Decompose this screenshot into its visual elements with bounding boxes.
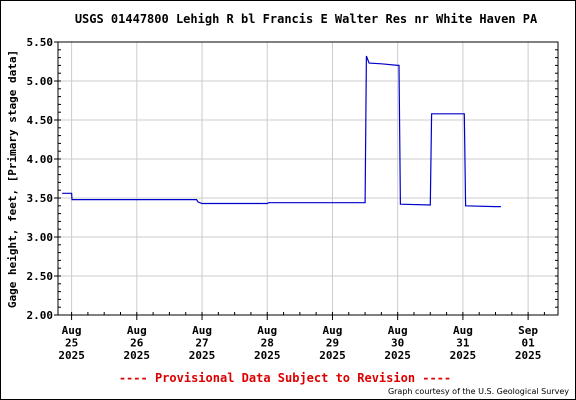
x-tick-label-day: 28 bbox=[261, 337, 274, 350]
x-tick-label-month: Aug bbox=[127, 324, 147, 337]
y-tick-label: 4.50 bbox=[27, 114, 54, 127]
y-tick-label: 2.00 bbox=[27, 309, 54, 322]
y-tick-label: 3.00 bbox=[27, 231, 54, 244]
x-tick-label-year: 2025 bbox=[384, 349, 411, 362]
x-tick-label-month: Sep bbox=[518, 324, 538, 337]
x-tick-label-day: 01 bbox=[521, 337, 535, 350]
x-tick-label-month: Aug bbox=[192, 324, 212, 337]
grid-lines bbox=[58, 41, 558, 316]
y-axis-ticks: 2.00 2.50 3.00 3.50 4.00 4.50 5.00 5.50 bbox=[27, 36, 558, 322]
x-tick-label-month: Aug bbox=[323, 324, 343, 337]
series-line-0 bbox=[62, 55, 501, 208]
x-tick-label-year: 2025 bbox=[319, 349, 346, 362]
chart-title: USGS 01447800 Lehigh R bl Francis E Walt… bbox=[75, 12, 538, 26]
x-tick-label-day: 30 bbox=[391, 337, 404, 350]
x-axis-ticks: Aug252025Aug262025Aug272025Aug282025Aug2… bbox=[58, 312, 545, 362]
plot-area-border bbox=[57, 41, 559, 316]
x-tick-label-day: 25 bbox=[65, 337, 78, 350]
x-tick-label-month: Aug bbox=[453, 324, 473, 337]
x-tick-label-day: 31 bbox=[456, 337, 470, 350]
x-tick-label-year: 2025 bbox=[189, 349, 216, 362]
x-tick-label-day: 26 bbox=[130, 337, 144, 350]
x-tick-label-day: 27 bbox=[195, 337, 208, 350]
provisional-notice: ---- Provisional Data Subject to Revisio… bbox=[119, 371, 451, 385]
x-tick-label-year: 2025 bbox=[254, 349, 281, 362]
y-tick-label: 2.50 bbox=[27, 270, 54, 283]
y-tick-label: 3.50 bbox=[27, 192, 54, 205]
x-tick-label-year: 2025 bbox=[515, 349, 542, 362]
usgs-credit: Graph courtesy of the U.S. Geological Su… bbox=[388, 387, 569, 396]
x-tick-label-month: Aug bbox=[62, 324, 82, 337]
y-axis-label: Gage height, feet, [Primary stage data] bbox=[6, 50, 19, 308]
x-tick-label-day: 29 bbox=[326, 337, 339, 350]
x-tick-label-month: Aug bbox=[257, 324, 277, 337]
x-tick-label-month: Aug bbox=[388, 324, 408, 337]
y-tick-label: 4.00 bbox=[27, 153, 54, 166]
series-layer bbox=[62, 55, 501, 208]
y-tick-label: 5.50 bbox=[27, 36, 54, 49]
x-tick-label-year: 2025 bbox=[58, 349, 85, 362]
y-tick-label: 5.00 bbox=[27, 75, 54, 88]
x-tick-label-year: 2025 bbox=[124, 349, 151, 362]
x-tick-label-year: 2025 bbox=[450, 349, 477, 362]
